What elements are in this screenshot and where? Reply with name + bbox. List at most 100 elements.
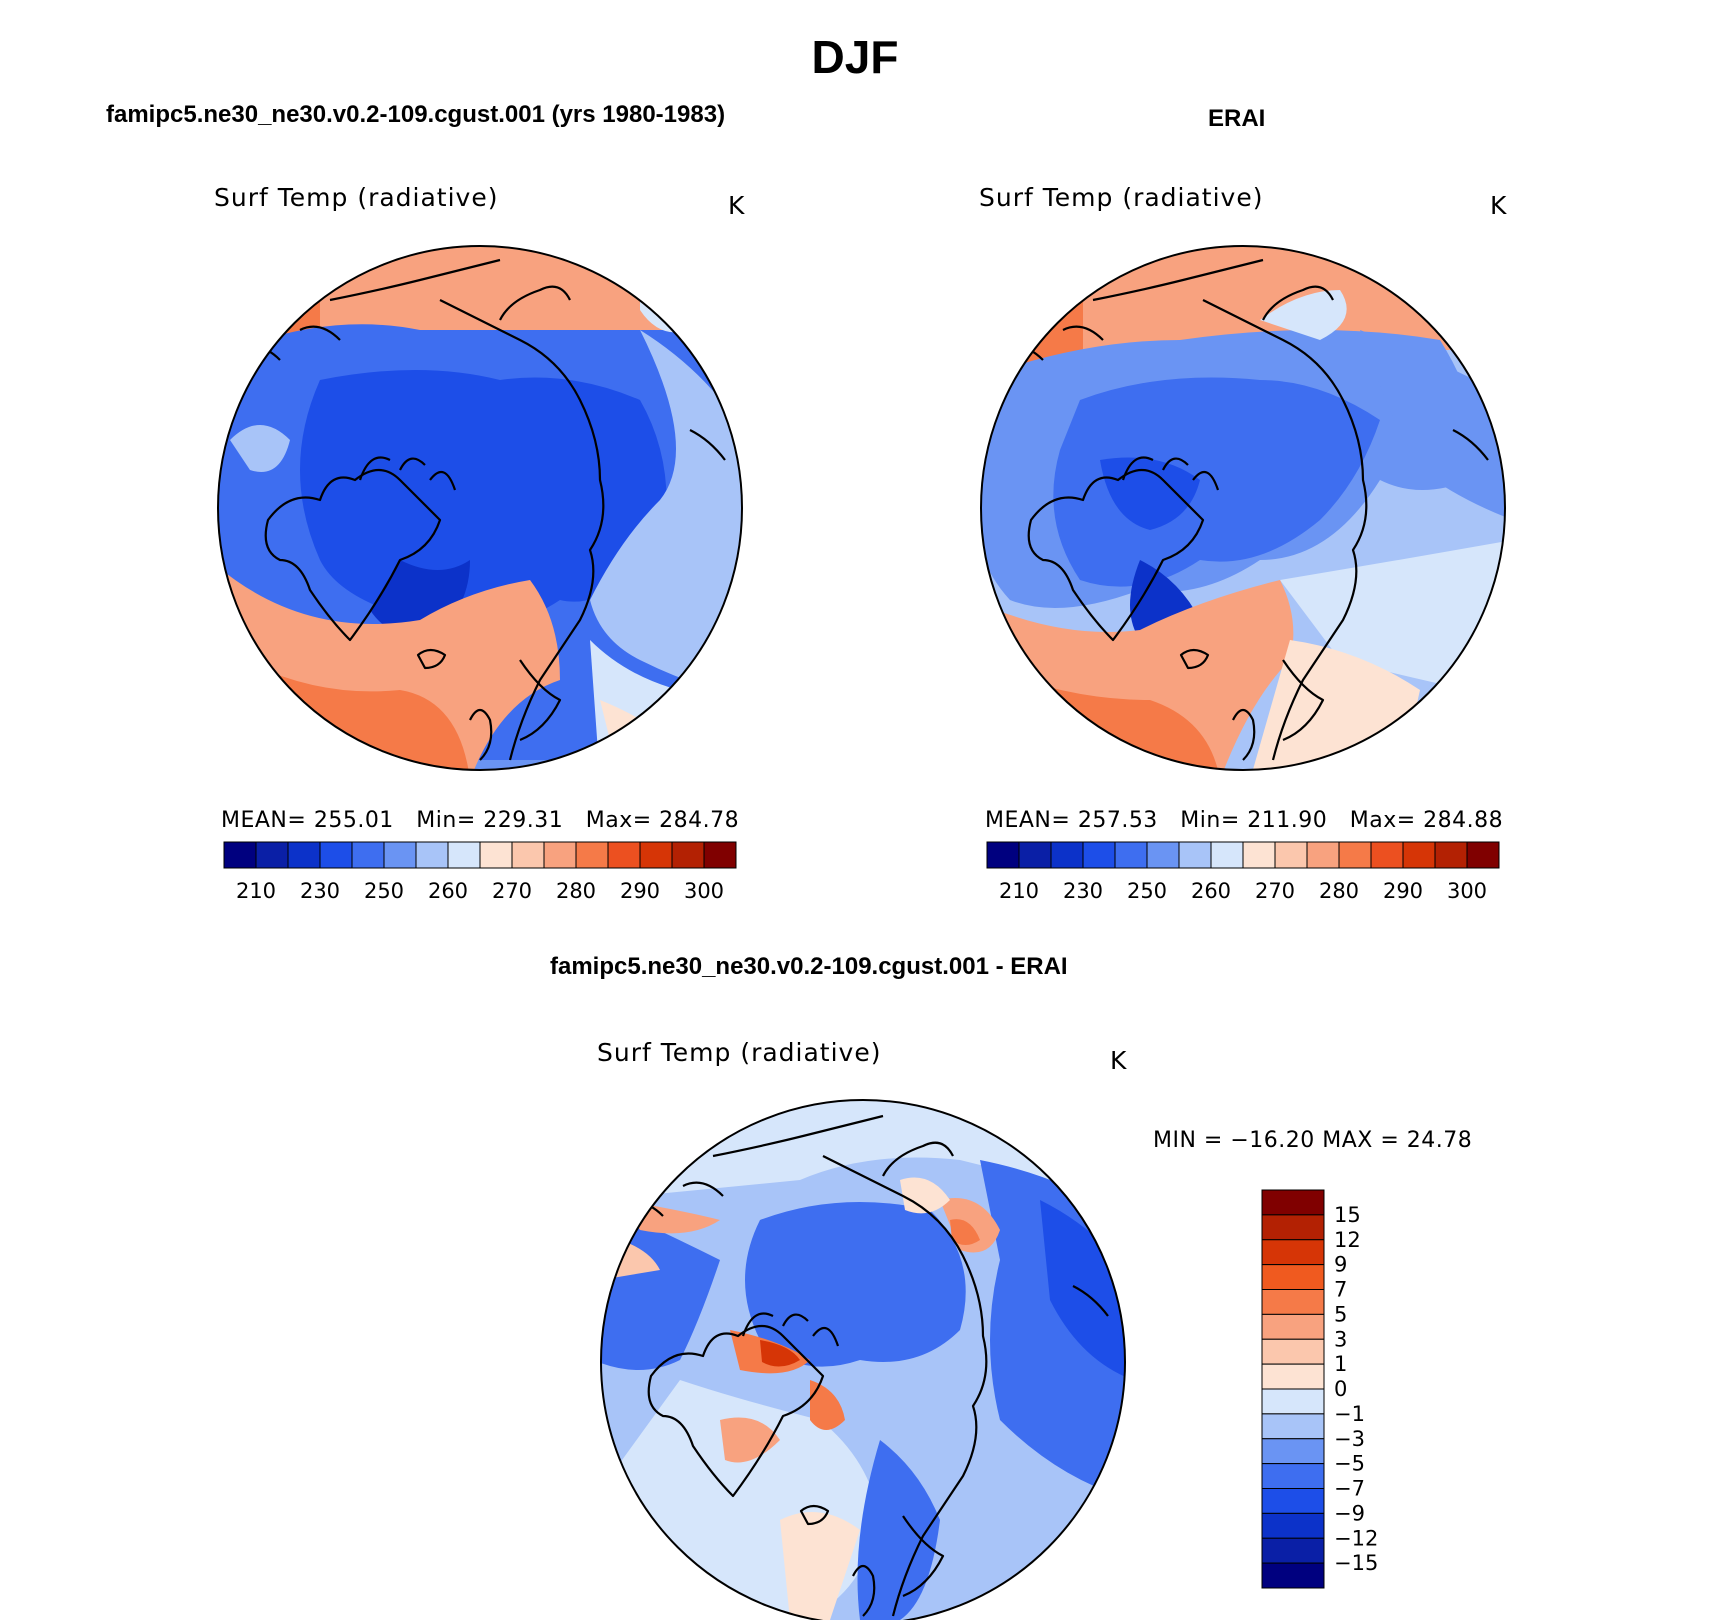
colorbar-swatch <box>1306 841 1340 869</box>
diff-minmax: MIN = −16.20 MAX = 24.78 <box>1153 1128 1473 1153</box>
colorbar-swatch <box>671 841 705 869</box>
colorbar-swatch <box>575 841 609 869</box>
colorbar-swatch <box>1210 841 1244 869</box>
colorbar-swatch <box>1261 1512 1325 1539</box>
colorbar-swatch <box>1178 841 1212 869</box>
colorbar-tick-label: 210 <box>999 879 1039 903</box>
colorbar-tick-label: 260 <box>428 879 468 903</box>
colorbar-tick-label: 260 <box>1191 879 1231 903</box>
colorbar-swatch <box>287 841 321 869</box>
colorbar-swatch <box>415 841 449 869</box>
colorbar-swatch <box>1082 841 1116 869</box>
model-case-title: famipc5.ne30_ne30.v0.2-109.cgust.001 (yr… <box>106 101 726 128</box>
colorbar-swatch <box>1261 1388 1325 1415</box>
colorbar-swatch <box>607 841 641 869</box>
model-stats: MEAN= 255.01 Min= 229.31 Max= 284.78 <box>221 808 739 833</box>
colorbar-swatch <box>1018 841 1052 869</box>
colorbar-swatch <box>223 841 257 869</box>
colorbar-swatch <box>1466 841 1500 869</box>
colorbar-tick-label: 1 <box>1334 1352 1347 1376</box>
colorbar-swatch <box>1434 841 1468 869</box>
colorbar-tick-label: 9 <box>1334 1253 1347 1277</box>
colorbar-swatch <box>543 841 577 869</box>
colorbar-tick-label: 290 <box>620 879 660 903</box>
model-map <box>218 246 742 770</box>
colorbar-swatch <box>1261 1264 1325 1290</box>
colorbar-swatch <box>1242 841 1276 869</box>
colorbar-swatch <box>1261 1313 1325 1340</box>
colorbar-tick-label: 250 <box>1127 879 1167 903</box>
colorbar-tick-label: 5 <box>1334 1302 1347 1326</box>
colorbar-swatch <box>1261 1289 1325 1315</box>
colorbar-swatch <box>1261 1488 1325 1514</box>
colorbar-swatch <box>703 841 737 869</box>
colorbar-tick-label: −7 <box>1334 1477 1365 1501</box>
colorbar-swatch <box>1261 1413 1325 1440</box>
max-label: Max= <box>585 808 652 833</box>
colorbar-tick-label: 15 <box>1334 1203 1361 1227</box>
colorbar-tick-label: 0 <box>1334 1377 1347 1401</box>
diff-map <box>601 1100 1125 1620</box>
colorbar-swatch <box>1402 841 1436 869</box>
mean-label: MEAN= <box>985 808 1071 833</box>
colorbar-tick-label: 280 <box>556 879 596 903</box>
diff-plot-title: Surf Temp (radiative) <box>597 1038 882 1067</box>
diff-map-border <box>600 1099 1126 1620</box>
colorbar-tick-label: 210 <box>236 879 276 903</box>
obs-map-border <box>980 245 1506 771</box>
obs-stats: MEAN= 257.53 Min= 211.90 Max= 284.88 <box>985 808 1503 833</box>
colorbar-swatch <box>1146 841 1180 869</box>
colorbar-tick-label: 250 <box>364 879 404 903</box>
colorbar-tick-label: 290 <box>1383 879 1423 903</box>
figure-title: DJF <box>811 31 899 83</box>
colorbar-swatch <box>447 841 481 869</box>
colorbar-tick-label: 12 <box>1334 1228 1361 1252</box>
colorbar-swatch <box>1261 1363 1325 1390</box>
colorbar-swatch <box>351 841 385 869</box>
colorbar-swatch <box>1261 1438 1325 1465</box>
colorbar-tick-label: 230 <box>1063 879 1103 903</box>
colorbar-swatch <box>1050 841 1084 869</box>
colorbar-swatch <box>479 841 513 869</box>
colorbar-tick-label: −12 <box>1334 1526 1378 1550</box>
model-units: K <box>728 191 745 220</box>
colorbar-swatch <box>1261 1239 1325 1266</box>
mean-value: 257.53 <box>1077 808 1158 833</box>
min-value: 229.31 <box>483 808 564 833</box>
colorbar-tick-label: 300 <box>1447 879 1487 903</box>
colorbar-tick-label: 3 <box>1334 1327 1347 1351</box>
diff-units: K <box>1110 1046 1127 1075</box>
min-value: 211.90 <box>1247 808 1328 833</box>
obs-units: K <box>1490 191 1507 220</box>
colorbar-swatch <box>511 841 545 869</box>
min-label: Min= <box>416 808 476 833</box>
min-label: Min= <box>1180 808 1240 833</box>
colorbar-swatch <box>255 841 289 869</box>
colorbar-swatch <box>1261 1463 1325 1489</box>
colorbar-swatch <box>1114 841 1148 869</box>
colorbar-swatch <box>1370 841 1404 869</box>
obs-case-title: ERAI <box>1208 105 1266 132</box>
colorbar-tick-label: 7 <box>1334 1278 1347 1302</box>
colorbar-swatch <box>1261 1189 1325 1216</box>
colorbar-tick-label: −9 <box>1334 1501 1365 1525</box>
max-label: Max= <box>1349 808 1416 833</box>
colorbar-swatch <box>383 841 417 869</box>
colorbar-tick-label: 300 <box>684 879 724 903</box>
obs-map <box>981 246 1505 770</box>
diff-case-title: famipc5.ne30_ne30.v0.2-109.cgust.001 - E… <box>550 953 1068 980</box>
model-colorbar: 210 230 250 260 270 280 290 300 <box>223 841 737 903</box>
obs-colorbar: 210 230 250 260 270 280 290 300 <box>986 841 1500 903</box>
obs-plot-title: Surf Temp (radiative) <box>979 183 1264 212</box>
colorbar-tick-label: −1 <box>1334 1402 1365 1426</box>
colorbar-swatch <box>1338 841 1372 869</box>
colorbar-swatch <box>1261 1338 1325 1365</box>
colorbar-tick-label: −3 <box>1334 1427 1365 1451</box>
colorbar-swatch <box>1261 1562 1325 1589</box>
model-plot-title: Surf Temp (radiative) <box>214 183 499 212</box>
colorbar-swatch <box>639 841 673 869</box>
max-value: 284.88 <box>1423 808 1504 833</box>
mean-label: MEAN= <box>221 808 307 833</box>
